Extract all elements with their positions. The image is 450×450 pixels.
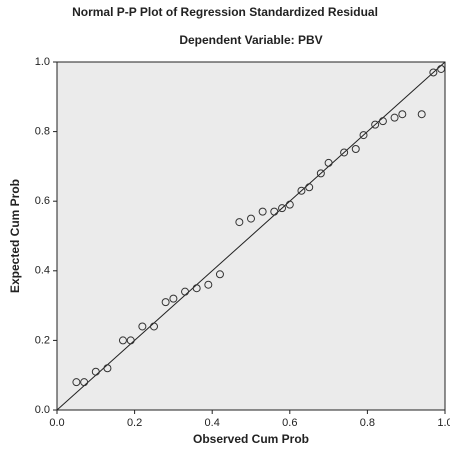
y-tick-label: 0.6 xyxy=(35,195,50,207)
x-tick-label: 0.4 xyxy=(205,417,220,429)
point xyxy=(417,110,426,119)
point xyxy=(351,145,360,153)
reference-line xyxy=(56,61,446,411)
point xyxy=(285,200,294,209)
x-tick-label: 0.8 xyxy=(360,417,375,429)
point xyxy=(324,158,333,167)
y-tick-label: 0.4 xyxy=(35,265,50,277)
point xyxy=(316,169,325,178)
point xyxy=(305,183,314,192)
point xyxy=(371,120,380,129)
point xyxy=(192,284,201,293)
point xyxy=(103,364,112,373)
x-tick-label: 0.0 xyxy=(49,417,64,429)
point xyxy=(204,280,213,289)
point xyxy=(278,204,287,213)
point xyxy=(169,294,178,303)
point xyxy=(181,287,190,296)
point xyxy=(72,378,81,387)
point xyxy=(126,336,135,345)
point xyxy=(235,218,244,227)
point xyxy=(398,110,407,119)
y-tick-label: 0.0 xyxy=(35,404,50,416)
point xyxy=(247,214,255,223)
point xyxy=(138,322,147,331)
point xyxy=(150,322,158,331)
point xyxy=(297,186,306,195)
point xyxy=(258,207,267,216)
point xyxy=(161,298,170,307)
y-axis-label: Expected Cum Prob xyxy=(8,179,22,293)
point xyxy=(437,64,446,73)
y-tick-label: 0.2 xyxy=(35,334,50,346)
x-tick-label: 0.6 xyxy=(282,417,297,429)
x-axis-label: Observed Cum Prob xyxy=(193,432,309,446)
x-tick-label: 0.2 xyxy=(127,417,142,429)
point xyxy=(378,117,387,126)
y-tick-label: 1.0 xyxy=(35,56,50,68)
point xyxy=(270,207,279,216)
point xyxy=(118,336,127,345)
x-tick-label: 1.0 xyxy=(437,417,450,429)
point xyxy=(91,367,100,376)
chart-subtitle: Dependent Variable: PBV xyxy=(179,33,322,47)
point xyxy=(215,270,224,279)
point xyxy=(429,68,438,77)
point xyxy=(340,148,349,157)
point xyxy=(390,113,399,122)
chart-title: Normal P-P Plot of Regression Standardiz… xyxy=(72,5,378,19)
y-tick-label: 0.8 xyxy=(35,126,50,138)
point xyxy=(80,378,89,387)
point xyxy=(359,131,368,140)
